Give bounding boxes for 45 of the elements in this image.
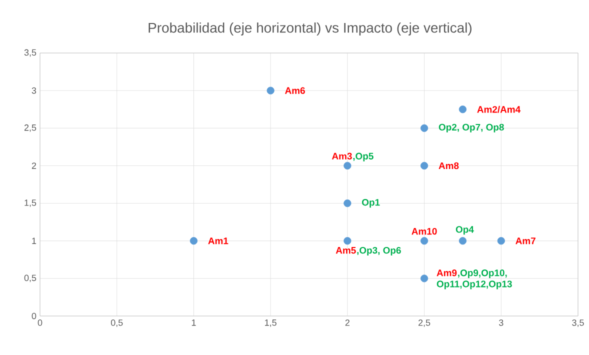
annotation: Op1 (362, 199, 380, 208)
x-tick-label: 0,5 (110, 320, 123, 327)
annotation: Am5 (336, 247, 356, 254)
point (458, 237, 467, 245)
point (344, 237, 352, 245)
point (458, 106, 467, 114)
annotation: Am10 (412, 228, 437, 235)
point (344, 162, 352, 170)
x-tick-label: 2 (345, 320, 350, 326)
annotation: ,Op5 (353, 152, 374, 162)
annotation: Am1 (208, 238, 228, 244)
x-tick-label: 0 (38, 320, 42, 326)
x-tick-label: 1,5 (265, 320, 276, 327)
point (190, 237, 198, 245)
annotation: Am3 (332, 152, 352, 160)
point (497, 237, 505, 245)
annotation: Am7 (516, 238, 536, 244)
point (420, 124, 428, 132)
y-tick-label: 0,5 (24, 274, 36, 282)
chart-title: Probabilidad (eje horizontal) vs Impacto (eje vertical) (148, 22, 472, 36)
y-tick-label: 2 (32, 162, 36, 169)
annotation: Am9 (436, 270, 457, 276)
annotation: Op2, Op7, Op8 (438, 124, 504, 132)
y-tick-label: 3,5 (24, 49, 36, 57)
point (420, 274, 428, 282)
annotation: ,Op9,Op10, (458, 270, 507, 278)
annotation: Am6 (285, 87, 305, 94)
annotation: Am8 (438, 162, 459, 170)
x-tick-label: 3,5 (572, 320, 584, 327)
x-tick-label: 2,5 (418, 320, 430, 327)
x-tick-label: 1 (192, 320, 196, 326)
point (420, 162, 428, 170)
annotation: Op4 (456, 226, 474, 235)
point (266, 86, 274, 94)
annotation: ,Op3, Op6 (357, 246, 401, 256)
y-tick-label: 1,5 (24, 200, 36, 207)
y-tick-label: 3 (32, 87, 36, 94)
x-tick-label: 3 (499, 320, 504, 326)
y-tick-label: 2,5 (24, 124, 36, 132)
point (420, 237, 428, 245)
y-tick-label: 0 (32, 312, 36, 320)
y-tick-label: 1 (32, 238, 36, 244)
point (344, 199, 352, 208)
annotation: Am2/Am4 (477, 106, 521, 113)
annotation: Op11,Op12,Op13 (436, 280, 512, 290)
